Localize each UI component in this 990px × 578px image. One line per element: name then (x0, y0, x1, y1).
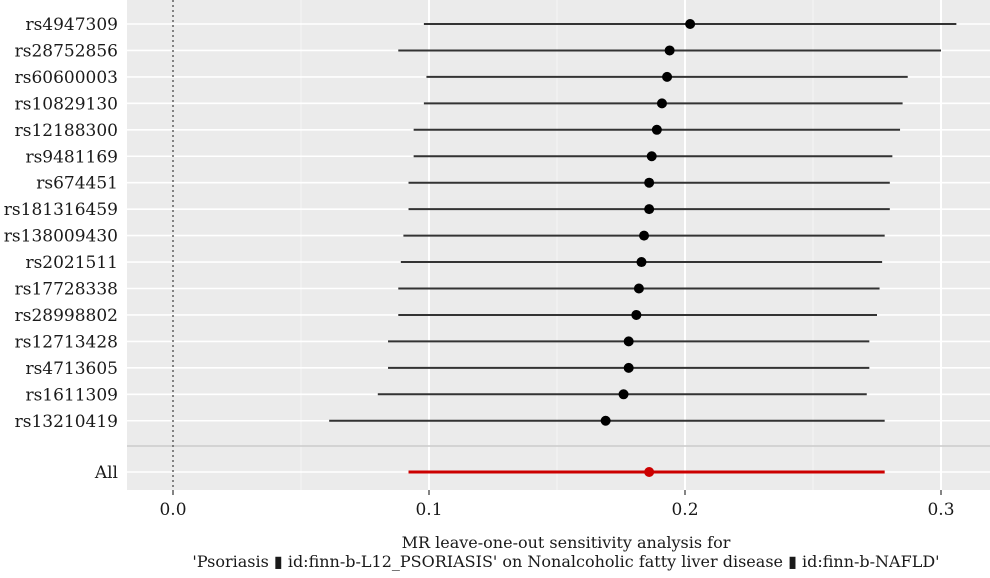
y-label-rs9481169: rs9481169 (25, 147, 118, 167)
x-tick-label: 0.3 (927, 500, 954, 520)
y-label-rs10829130: rs10829130 (15, 94, 118, 114)
y-label-rs17728338: rs17728338 (15, 280, 118, 300)
point-rs2021511 (636, 257, 647, 268)
x-tick-label: 0.0 (159, 500, 186, 520)
x-axis-label-line-1: MR leave-one-out sensitivity analysis fo… (402, 533, 731, 552)
point-rs1611309 (618, 389, 629, 400)
point-rs12713428 (623, 336, 634, 347)
y-label-rs60600003: rs60600003 (15, 68, 118, 88)
y-label-rs138009430: rs138009430 (4, 227, 118, 247)
point-rs60600003 (662, 71, 673, 82)
y-label-rs2021511: rs2021511 (25, 253, 118, 273)
point-rs4713605 (623, 362, 634, 373)
point-rs28998802 (631, 309, 642, 320)
point-rs4947309 (685, 19, 696, 29)
plot-panel (127, 0, 990, 490)
y-label-rs28752856: rs28752856 (15, 41, 118, 61)
point-rs674451 (644, 177, 655, 188)
point-rs9481169 (646, 151, 657, 162)
x-tick-label: 0.1 (415, 500, 442, 520)
marks-layer (329, 19, 957, 477)
y-label-rs1611309: rs1611309 (25, 385, 118, 405)
y-label-rs4713605: rs4713605 (25, 359, 118, 379)
y-label-rs674451: rs674451 (36, 174, 118, 194)
y-label-rs181316459: rs181316459 (4, 200, 118, 220)
point-rs181316459 (644, 204, 655, 215)
point-overall (644, 467, 655, 477)
point-rs10829130 (656, 98, 667, 109)
y-label-rs12713428: rs12713428 (15, 332, 118, 352)
point-rs17728338 (633, 283, 644, 294)
y-label-rs12188300: rs12188300 (15, 121, 118, 141)
y-label-overall: All (94, 463, 118, 483)
y-label-rs13210419: rs13210419 (15, 412, 118, 432)
y-label-rs4947309: rs4947309 (25, 15, 118, 35)
x-axis-label-line-2: 'Psoriasis ▮ id:finn-b-L12_PSORIASIS' on… (192, 552, 939, 571)
y-axis-labels: rs4947309 rs28752856 rs60600003 rs10829130 r… (4, 15, 118, 483)
x-tick-label: 0.2 (671, 500, 698, 520)
point-rs13210419 (600, 415, 611, 426)
y-label-rs28998802: rs28998802 (15, 306, 118, 326)
point-rs12188300 (651, 124, 662, 135)
x-axis-ticks: 0.0 0.1 0.2 0.3 (159, 490, 955, 520)
point-rs138009430 (639, 230, 650, 241)
point-rs28752856 (664, 45, 675, 56)
